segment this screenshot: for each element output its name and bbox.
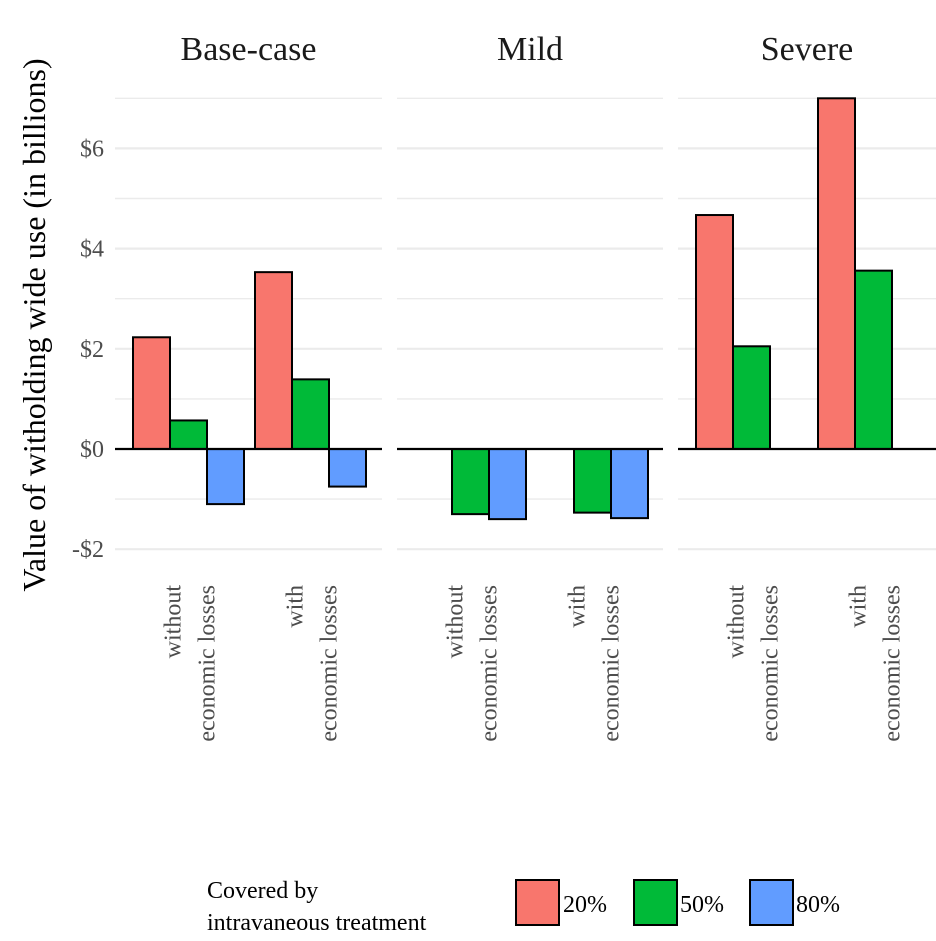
legend-swatch — [515, 879, 560, 926]
bar — [328, 448, 367, 488]
category-label: without — [443, 585, 469, 659]
bars-layer — [132, 97, 893, 521]
labels-layer: -$2 $0 $2 $4 $6 Base-case without economic loss… — [72, 31, 906, 742]
category-label: economic losses — [758, 585, 784, 742]
bar — [854, 269, 893, 451]
bar — [254, 271, 293, 450]
bar — [573, 448, 612, 514]
y-tick-label: $0 — [80, 437, 104, 463]
y-tick-label: $2 — [80, 337, 104, 363]
y-tick-label: $6 — [80, 136, 104, 162]
y-tick-label: -$2 — [72, 537, 104, 563]
bar — [732, 345, 771, 451]
facet-title: Base-case — [181, 31, 317, 68]
y-axis-title: Value of witholding wide use (in billion… — [16, 58, 52, 591]
legend-label: 80% — [796, 892, 840, 918]
category-label: with — [846, 585, 872, 628]
bar — [451, 448, 490, 516]
facet-title: Mild — [497, 31, 563, 68]
legend-swatch — [749, 879, 794, 926]
category-label: with — [283, 585, 309, 628]
category-label: without — [724, 585, 750, 659]
category-label: economic losses — [477, 585, 503, 742]
facet-title: Severe — [761, 31, 854, 68]
legend-swatch — [633, 879, 678, 926]
category-label: economic losses — [317, 585, 343, 742]
legend-label: 50% — [680, 892, 724, 918]
bar — [132, 336, 171, 451]
legend: Covered by intravaneous treatment 20% 50% 80… — [207, 878, 840, 936]
category-label: without — [161, 585, 187, 659]
bar — [169, 419, 208, 450]
bar — [817, 97, 856, 451]
bar — [206, 448, 245, 506]
bar — [695, 214, 734, 450]
category-label: with — [565, 585, 591, 628]
bar — [488, 448, 527, 521]
category-label: economic losses — [880, 585, 906, 742]
legend-title: intravaneous treatment — [207, 910, 427, 936]
legend-title: Covered by — [207, 878, 318, 904]
bar — [291, 378, 330, 450]
legend-label: 20% — [563, 892, 607, 918]
y-tick-label: $4 — [80, 237, 104, 263]
category-label: economic losses — [195, 585, 221, 742]
bar — [610, 448, 649, 520]
category-label: economic losses — [599, 585, 625, 742]
